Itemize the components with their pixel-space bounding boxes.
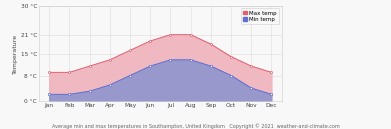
Text: Average min and max temperatures in Southampton, United Kingdom   Copyright © 20: Average min and max temperatures in Sout… [52, 123, 339, 129]
Y-axis label: Temperature: Temperature [13, 33, 18, 74]
Legend: Max temp, Min temp: Max temp, Min temp [241, 8, 279, 24]
